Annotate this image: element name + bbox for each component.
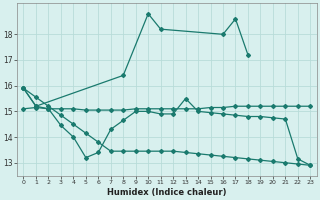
- X-axis label: Humidex (Indice chaleur): Humidex (Indice chaleur): [107, 188, 227, 197]
